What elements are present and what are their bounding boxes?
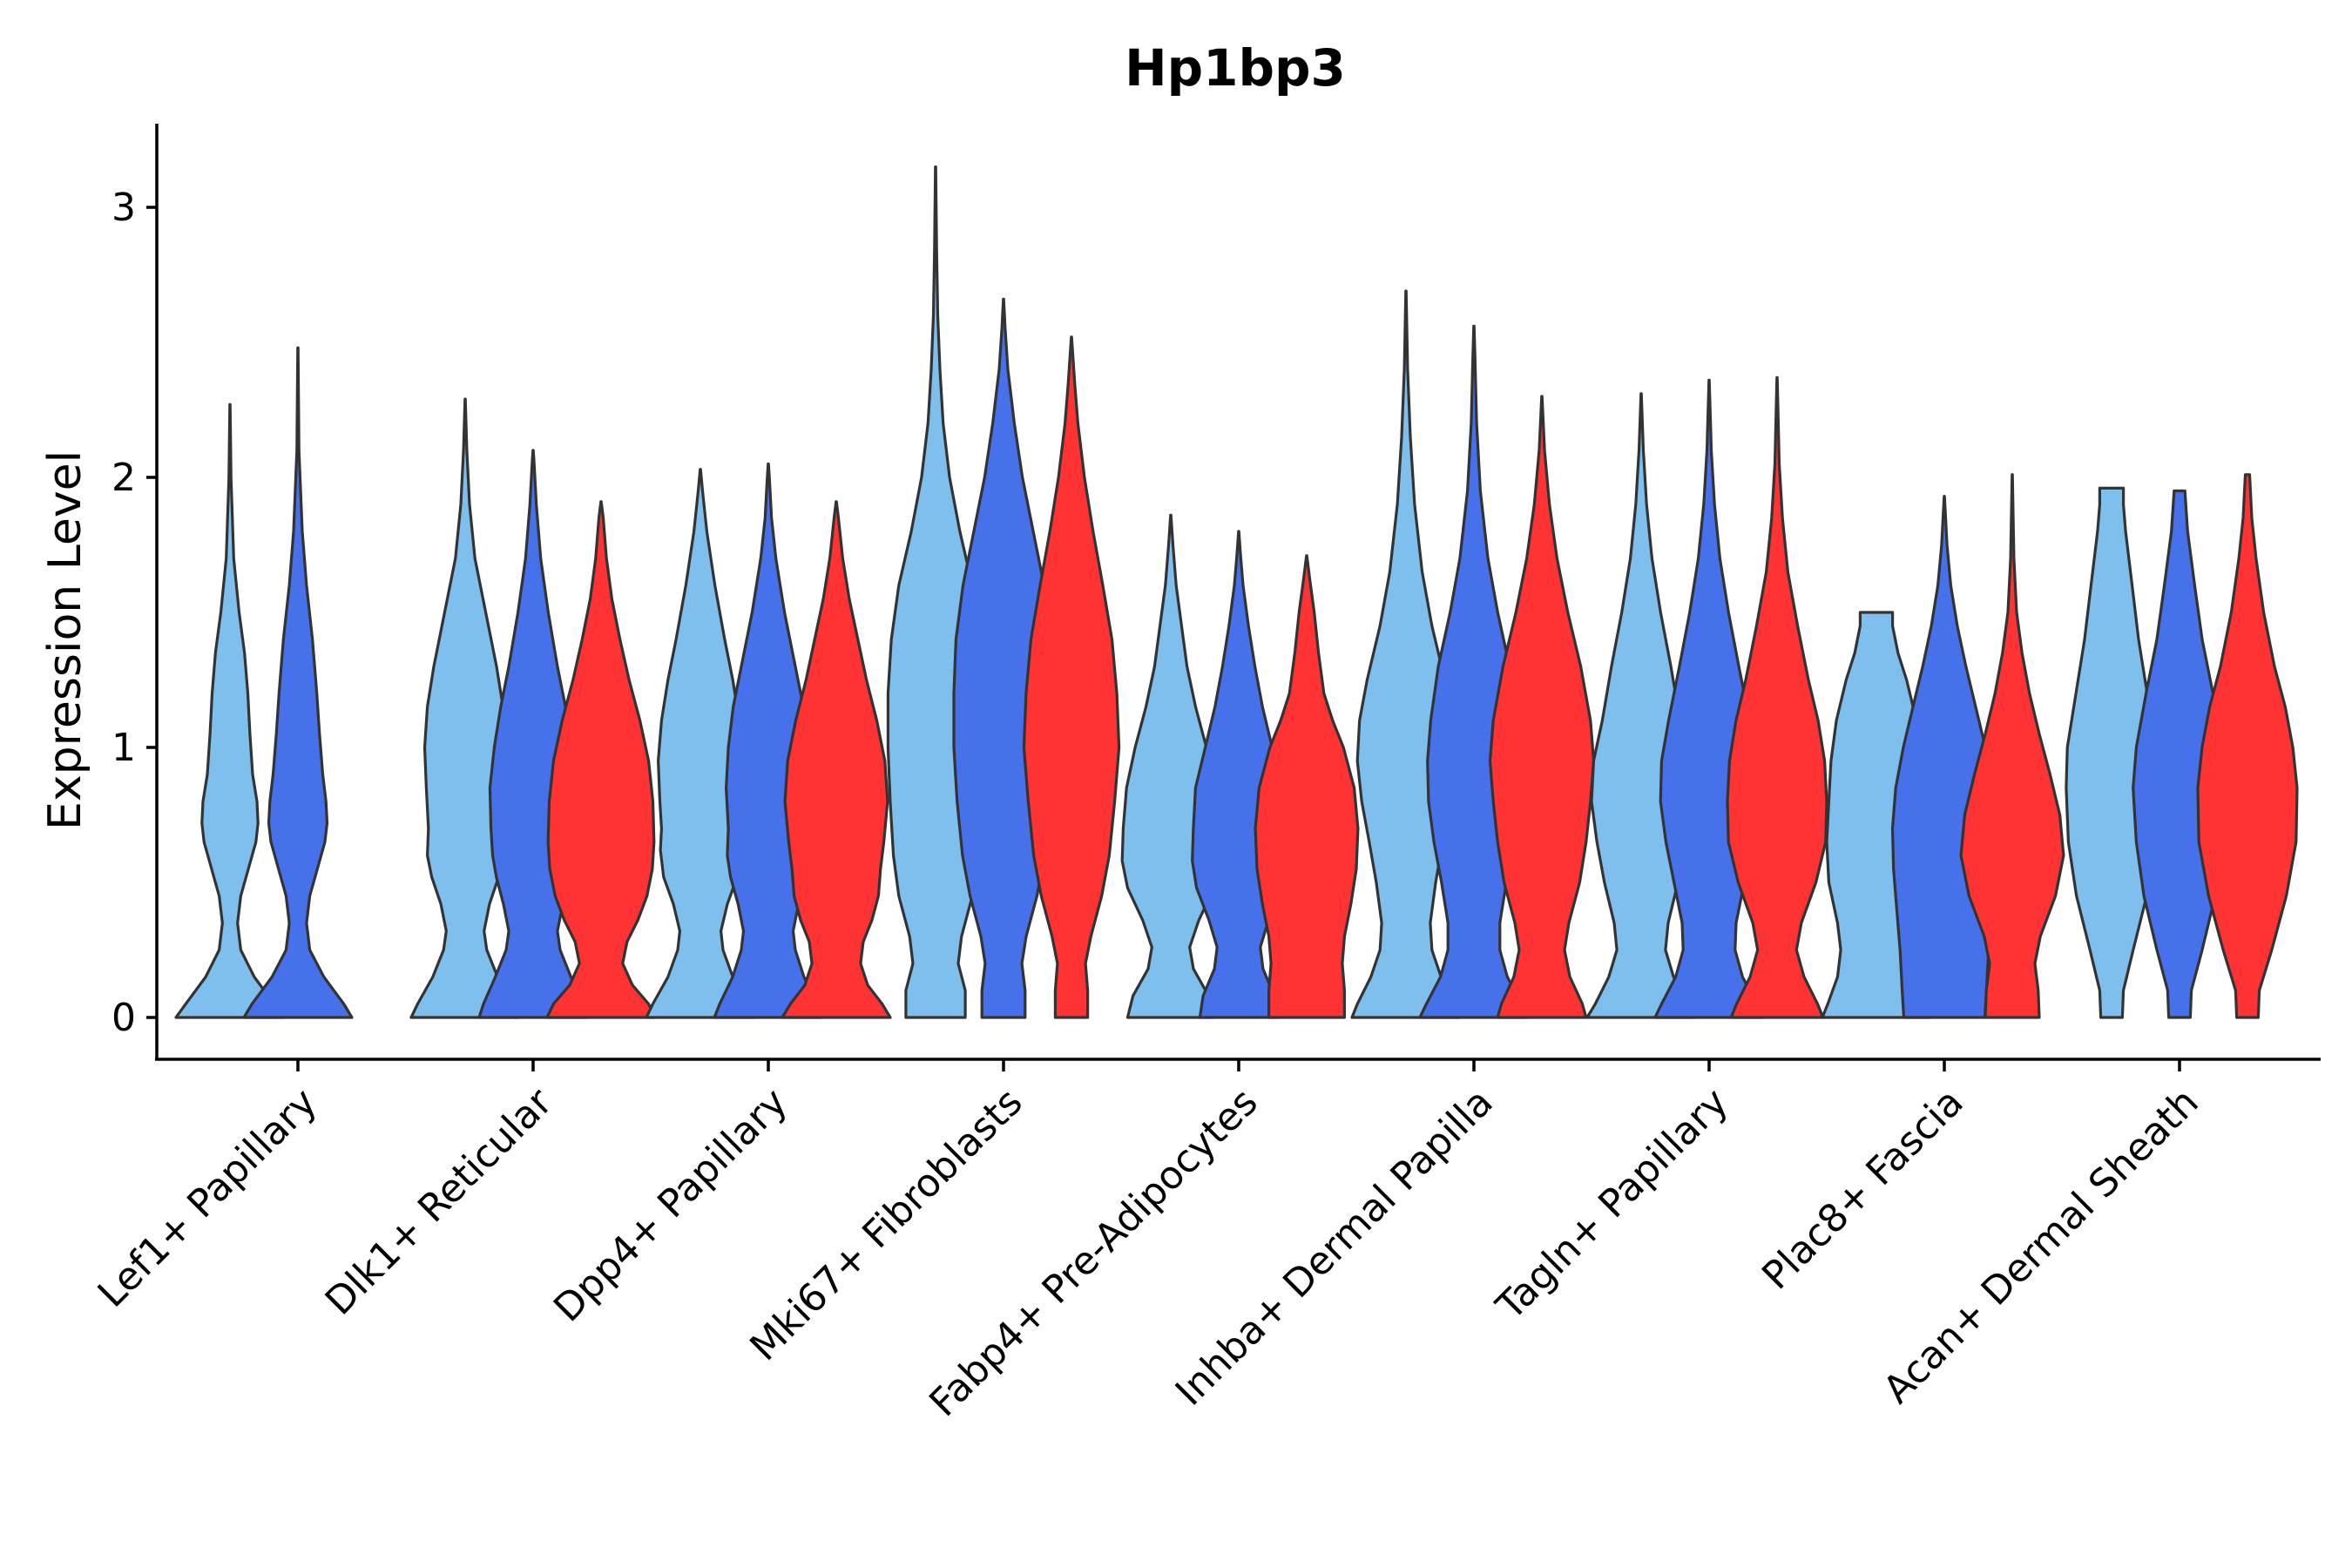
violin-dpp4-papillary-s0 (645, 468, 756, 1019)
violin-plac8-fascia-s2 (1959, 473, 2065, 1019)
x-tick-label: Tagln+ Papillary (1488, 1080, 1737, 1329)
x-tick-label: Dlk1+ Reticular (317, 1079, 562, 1324)
y-tick-label: 1 (112, 726, 136, 770)
violin-tagln-papillary-s2 (1726, 375, 1828, 1019)
violin-lef1-papillary-s0 (174, 402, 286, 1019)
violin-dlk1-reticular-s0 (409, 397, 521, 1019)
violin-dpp4-papillary-s2 (781, 500, 892, 1019)
x-tick-label: Dpp4+ Papillary (545, 1080, 796, 1331)
violin-dlk1-reticular-s2 (545, 500, 657, 1019)
y-tick-label: 3 (112, 186, 136, 230)
violin-fabp4-pre-adipocytes-s2 (1254, 554, 1360, 1019)
violin-mki67-fibroblasts-s2 (1022, 335, 1121, 1019)
x-tick-label: Lef1+ Papillary (90, 1080, 326, 1316)
y-tick-label: 0 (112, 996, 136, 1040)
violin-inhba-dermal-papilla-s2 (1488, 395, 1596, 1019)
y-axis-label: Expression Level (39, 450, 91, 830)
x-tick-label: Plac8+ Fascia (1754, 1080, 1972, 1299)
chart-title: Hp1bp3 (1125, 38, 1346, 98)
y-tick-label: 2 (112, 456, 136, 500)
violin-tagln-papillary-s0 (1585, 392, 1697, 1019)
violin-lef1-papillary-s1 (242, 346, 354, 1019)
y-ticks-group: 0 1 2 3 (112, 186, 157, 1040)
violins-group (174, 165, 2299, 1019)
violin-acan-dermal-sheath-s2 (2196, 473, 2299, 1019)
